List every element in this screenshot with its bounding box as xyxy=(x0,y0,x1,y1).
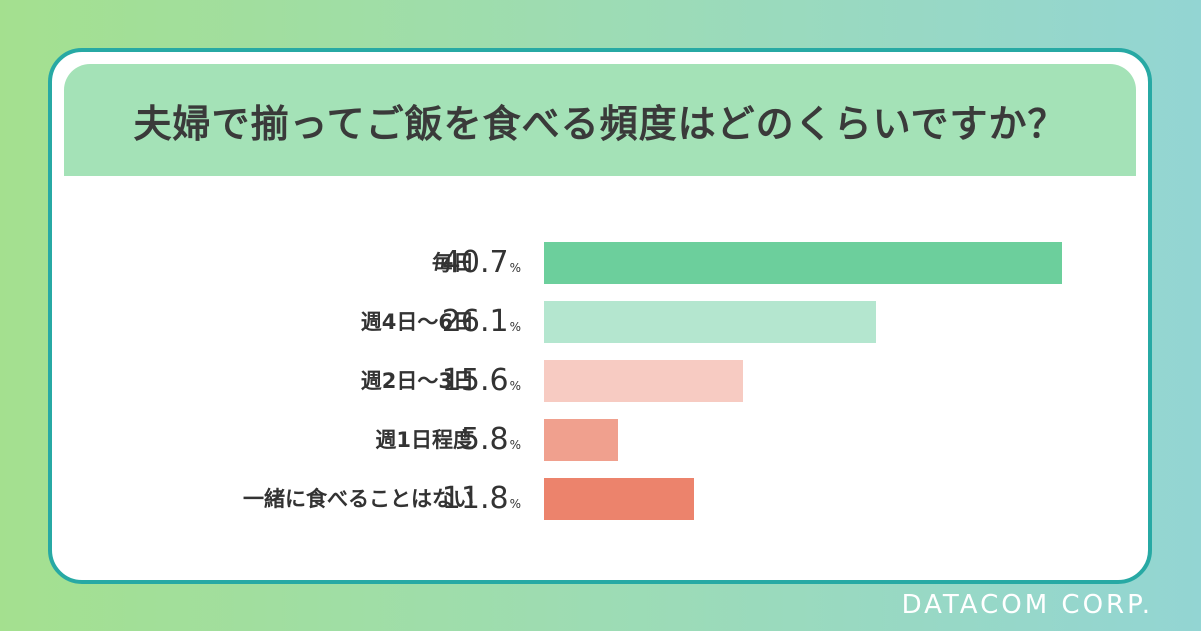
value-label: 26.1% xyxy=(442,301,521,343)
value-number: 15.6 xyxy=(441,363,509,398)
bar xyxy=(544,478,695,520)
bar-row: 週1日程度 5.8% xyxy=(52,419,1148,461)
value-number: 11.8 xyxy=(441,481,509,516)
category-label: 週2日～3日 xyxy=(360,369,474,393)
value-number: 40.7 xyxy=(441,245,509,280)
chart-card: 夫婦で揃ってご飯を食べる頻度はどのくらいですか？ 毎日 40.7% 週4日～6日 26… xyxy=(48,48,1152,584)
percent-unit: % xyxy=(509,261,521,275)
chart-title: 夫婦で揃ってご飯を食べる頻度はどのくらいですか？ xyxy=(133,101,1067,146)
company-logo-text: DATACOM CORP. xyxy=(901,590,1153,620)
percent-unit: % xyxy=(509,379,521,393)
percent-unit: % xyxy=(509,320,521,334)
bar-row: 週2日～3日 15.6% xyxy=(52,360,1148,402)
category-label: 週4日～6日 xyxy=(360,310,474,334)
value-label: 40.7% xyxy=(442,242,521,284)
title-band: 夫婦で揃ってご飯を食べる頻度はどのくらいですか？ xyxy=(64,64,1136,176)
value-number: 5.8 xyxy=(460,422,509,457)
percent-unit: % xyxy=(509,497,521,511)
category-label: 一緒に食べることはない xyxy=(243,487,474,511)
bar xyxy=(544,301,877,343)
bar xyxy=(544,360,743,402)
bar xyxy=(544,242,1062,284)
value-label: 5.8% xyxy=(461,419,521,461)
category-label: 週1日程度 xyxy=(375,428,474,452)
category-label: 毎日 xyxy=(432,251,474,275)
percent-unit: % xyxy=(509,438,521,452)
bar-row: 週4日～6日 26.1% xyxy=(52,301,1148,343)
bar-row: 一緒に食べることはない 11.8% xyxy=(52,478,1148,520)
value-label: 11.8% xyxy=(442,478,521,520)
bar xyxy=(544,419,618,461)
bar-row: 毎日 40.7% xyxy=(52,242,1148,284)
value-label: 15.6% xyxy=(442,360,521,402)
value-number: 26.1 xyxy=(441,304,509,339)
